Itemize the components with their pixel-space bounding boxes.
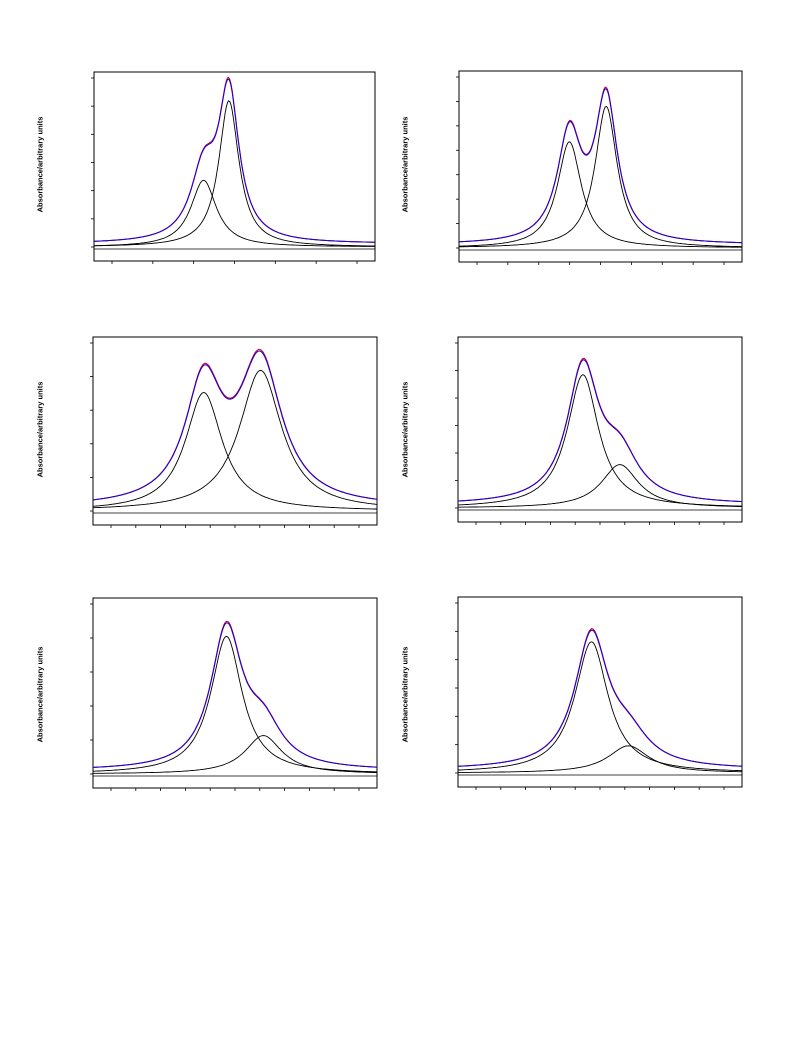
component-peak-1 <box>457 374 742 507</box>
experimental-curve <box>92 348 378 501</box>
plot-svg-6 <box>455 596 743 790</box>
component-peak-1 <box>457 641 743 772</box>
chart-panel-1: Absorbance/arbitrary units <box>35 60 385 275</box>
plot-frame <box>458 70 743 263</box>
plot-svg-4 <box>455 336 743 525</box>
component-peak-2 <box>94 100 375 247</box>
component-peak-2 <box>93 369 378 509</box>
plot-frame <box>457 596 743 788</box>
plot-frame <box>93 71 376 262</box>
component-peak-2 <box>458 745 743 773</box>
chart-panel-6: Absorbance/arbitrary units <box>400 590 750 805</box>
chart-panel-5: Absorbance/arbitrary units <box>35 590 385 805</box>
plot-frame <box>457 336 743 523</box>
component-peak-1 <box>94 179 376 247</box>
component-peak-1 <box>92 392 377 510</box>
fitted-sum-curve <box>457 629 742 767</box>
component-peak-2 <box>459 105 742 248</box>
component-peak-2 <box>93 735 378 774</box>
experimental-curve <box>457 357 743 503</box>
chart-panel-4: Absorbance/arbitrary units <box>400 325 750 540</box>
component-peak-1 <box>93 635 377 773</box>
experimental-curve <box>457 628 742 767</box>
experimental-curve <box>458 86 742 244</box>
component-peak-1 <box>458 141 743 248</box>
fitted-sum-curve <box>92 350 378 501</box>
chart-panel-3: Absorbance/arbitrary units <box>35 325 385 540</box>
fitted-sum-curve <box>458 359 743 503</box>
fitted-sum-curve <box>94 78 376 243</box>
chart-panel-2: Absorbance/arbitrary units <box>400 60 750 275</box>
plot-svg-1 <box>91 71 376 264</box>
component-peak-2 <box>458 464 742 508</box>
plot-frame <box>92 336 378 526</box>
plot-svg-2 <box>456 70 743 265</box>
plot-svg-3 <box>90 336 378 528</box>
fitted-sum-curve <box>458 88 743 244</box>
experimental-curve <box>93 76 375 243</box>
plot-svg-5 <box>90 597 378 791</box>
fitted-sum-curve <box>92 622 378 768</box>
